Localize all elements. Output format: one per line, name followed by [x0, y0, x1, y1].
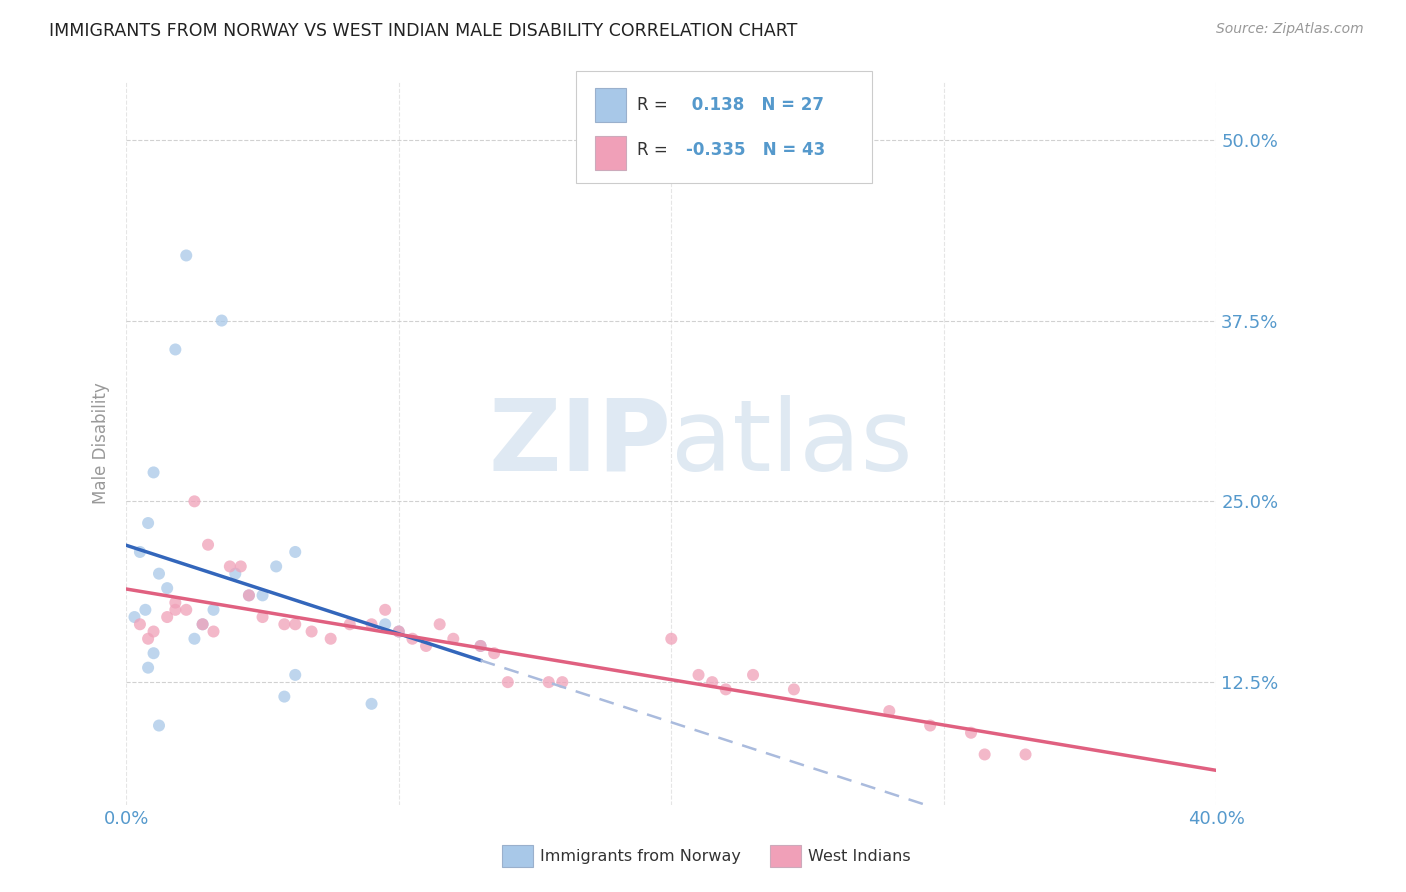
Point [136, 516, 159, 530]
Text: R =: R = [637, 141, 673, 159]
Point [374, 617, 396, 632]
Point [134, 603, 156, 617]
Point [264, 559, 287, 574]
Point [415, 639, 437, 653]
Text: Immigrants from Norway: Immigrants from Norway [540, 849, 741, 863]
Point [142, 466, 165, 480]
Point [301, 624, 323, 639]
Point [202, 624, 225, 639]
Point [136, 661, 159, 675]
Point [429, 617, 451, 632]
Point [238, 588, 260, 602]
Point [238, 588, 260, 602]
Point [482, 646, 505, 660]
Point [218, 559, 240, 574]
Point [284, 545, 307, 559]
Text: atlas: atlas [671, 395, 912, 492]
Point [319, 632, 342, 646]
Point [142, 624, 165, 639]
Point [388, 624, 411, 639]
Point [165, 603, 187, 617]
Point [339, 617, 361, 632]
Point [165, 343, 187, 357]
Point [273, 617, 295, 632]
Point [252, 588, 274, 602]
Y-axis label: Male Disability: Male Disability [93, 383, 110, 504]
Point [136, 632, 159, 646]
Point [148, 718, 170, 732]
Point [470, 639, 492, 653]
Point [129, 617, 152, 632]
Point [441, 632, 464, 646]
Point [156, 581, 179, 595]
Point [551, 675, 574, 690]
Point [401, 632, 423, 646]
Point [202, 603, 225, 617]
Point [148, 566, 170, 581]
Point [742, 668, 765, 682]
Point [229, 559, 252, 574]
Point [877, 704, 900, 718]
Point [284, 668, 307, 682]
Point [191, 617, 214, 632]
Point [142, 646, 165, 660]
Point [920, 718, 942, 732]
Text: IMMIGRANTS FROM NORWAY VS WEST INDIAN MALE DISABILITY CORRELATION CHART: IMMIGRANTS FROM NORWAY VS WEST INDIAN MA… [49, 22, 797, 40]
Point [659, 632, 682, 646]
Point [360, 617, 382, 632]
Text: West Indians: West Indians [808, 849, 911, 863]
Point [783, 682, 806, 697]
Point [388, 624, 411, 639]
Text: ZIP: ZIP [488, 395, 671, 492]
Text: Source: ZipAtlas.com: Source: ZipAtlas.com [1216, 22, 1364, 37]
Point [129, 545, 152, 559]
Point [174, 248, 197, 262]
Point [224, 566, 246, 581]
Point [702, 675, 724, 690]
Point [960, 725, 983, 739]
Point [688, 668, 710, 682]
Point [183, 494, 205, 508]
Point [973, 747, 995, 762]
Text: R =: R = [637, 95, 673, 113]
Point [156, 610, 179, 624]
Point [284, 617, 307, 632]
Point [165, 596, 187, 610]
Point [174, 603, 197, 617]
Text: -0.335   N = 43: -0.335 N = 43 [686, 141, 825, 159]
Text: 0.138   N = 27: 0.138 N = 27 [686, 95, 824, 113]
Point [714, 682, 737, 697]
Point [496, 675, 519, 690]
Point [197, 538, 219, 552]
Point [1014, 747, 1036, 762]
Point [252, 610, 274, 624]
Point [183, 632, 205, 646]
Point [124, 610, 146, 624]
Point [211, 313, 233, 327]
Point [470, 639, 492, 653]
Point [360, 697, 382, 711]
Point [273, 690, 295, 704]
Point [537, 675, 560, 690]
Point [191, 617, 214, 632]
Point [374, 603, 396, 617]
